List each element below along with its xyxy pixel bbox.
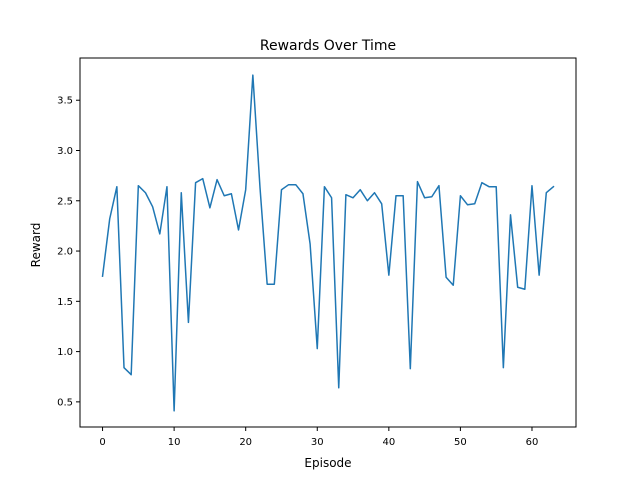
chart-title: Rewards Over Time (260, 38, 396, 54)
y-tick-label: 2.0 (57, 247, 73, 258)
x-tick-label: 40 (382, 437, 395, 448)
y-tick-label: 1.0 (57, 347, 73, 358)
x-tick-label: 30 (311, 437, 324, 448)
y-tick-label: 3.0 (57, 146, 73, 157)
x-tick-label: 10 (168, 437, 181, 448)
y-tick-label: 3.5 (57, 96, 73, 107)
axis-layer: 0 10 20 30 40 50 60 0.5 1.0 1.5 2.0 2.5 3.0 3.5 (57, 57, 577, 448)
y-tick-label: 0.5 (57, 397, 73, 408)
x-tick-label: 60 (526, 437, 539, 448)
y-axis-label: Reward (29, 223, 43, 268)
x-tick-label: 20 (239, 437, 252, 448)
x-tick-label: 50 (454, 437, 467, 448)
series-line-0 (101, 74, 555, 412)
y-tick-label: 1.5 (57, 297, 73, 308)
x-tick-label: 0 (99, 437, 105, 448)
y-tick-label: 2.5 (57, 196, 73, 207)
x-axis-label: Episode (304, 456, 351, 470)
plot-layer (101, 74, 555, 412)
plot-frame (79, 57, 577, 428)
